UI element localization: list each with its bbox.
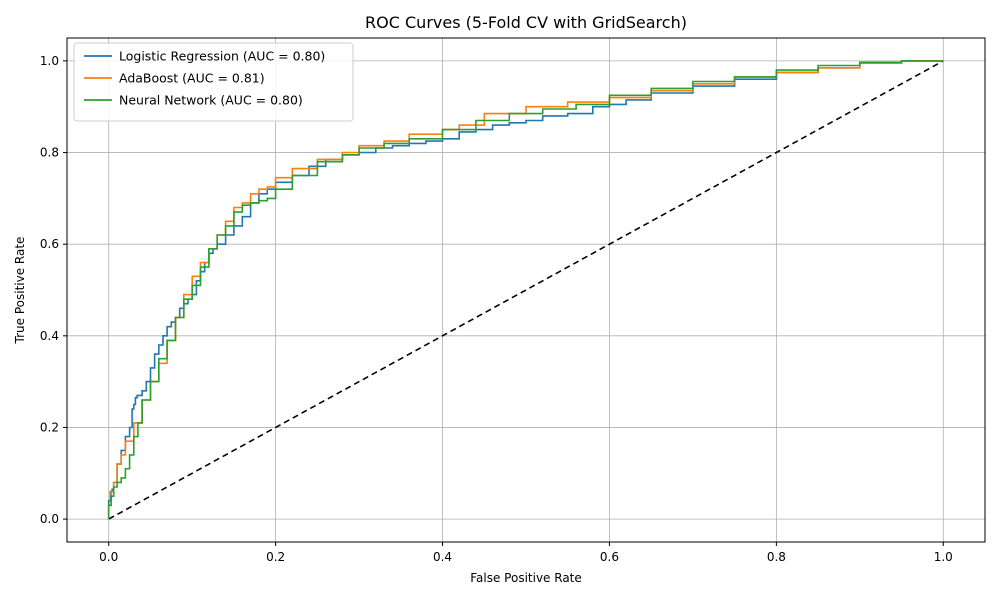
chart-title: ROC Curves (5-Fold CV with GridSearch): [365, 13, 687, 32]
x-axis-label: False Positive Rate: [470, 571, 582, 585]
legend-entry-label: Logistic Regression (AUC = 0.80): [119, 49, 325, 64]
y-tick-label: 0.0: [40, 512, 59, 526]
series-line-0: [107, 60, 944, 520]
plot-frame: [66, 37, 986, 543]
legend-entry-label: Neural Network (AUC = 0.80): [119, 93, 303, 108]
series-line-2: [107, 60, 944, 520]
series-lines: [107, 60, 944, 520]
x-tick-label: 0.0: [99, 550, 118, 564]
x-tick-label: 0.8: [767, 550, 786, 564]
y-axis-label: True Positive Rate: [13, 237, 27, 345]
axis-ticks: 0.0 0.2 0.4 0.6 0.8 1.0 0.0 0.2 0.4 0.6 0.8 1.0: [40, 54, 953, 564]
x-tick-label: 0.2: [266, 550, 285, 564]
y-tick-label: 0.6: [40, 237, 59, 251]
legend-box: [73, 42, 354, 122]
y-tick-label: 0.2: [40, 420, 59, 434]
grid-lines: [67, 38, 985, 542]
legend-entry-label: AdaBoost (AUC = 0.81): [119, 71, 265, 86]
y-tick-label: 1.0: [40, 54, 59, 68]
x-tick-label: 1.0: [934, 550, 953, 564]
legend: Logistic Regression (AUC = 0.80) AdaBoost…: [73, 42, 354, 122]
x-tick-label: 0.6: [600, 550, 619, 564]
reference-diagonal: [108, 60, 944, 520]
y-tick-label: 0.4: [40, 329, 59, 343]
y-tick-label: 0.8: [40, 146, 59, 160]
chance-diagonal-line: [108, 60, 944, 520]
x-tick-label: 0.4: [433, 550, 452, 564]
